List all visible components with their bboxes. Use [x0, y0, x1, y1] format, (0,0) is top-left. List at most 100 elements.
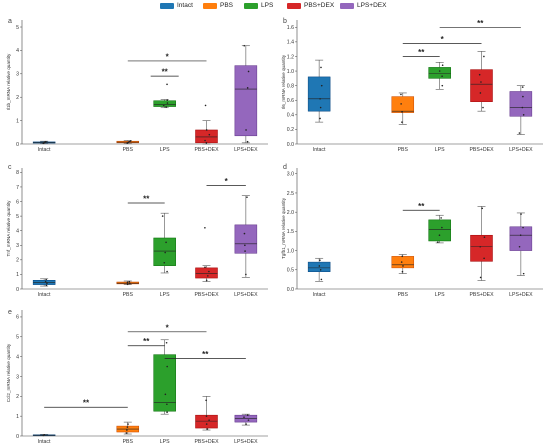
x-category-label: Intact: [38, 439, 51, 445]
box-lps: [428, 214, 451, 244]
data-point: [400, 93, 402, 96]
data-point: [518, 132, 521, 134]
data-point: [437, 241, 439, 243]
significance-label: **: [162, 68, 169, 77]
data-point: [520, 213, 522, 215]
box-lps: [428, 62, 451, 90]
y-tick-label: 8: [16, 170, 19, 176]
y-tick-label: 4: [16, 354, 19, 360]
box-body: [509, 226, 533, 251]
y-tick-label: 4: [16, 48, 19, 54]
data-point: [128, 280, 131, 283]
significance-label: **: [143, 337, 150, 346]
significance-label: **: [477, 19, 484, 28]
box-body: [234, 65, 258, 137]
x-category-label: LPS: [435, 292, 445, 298]
y-tick-label: 1.4: [287, 40, 294, 46]
data-point: [401, 255, 404, 258]
data-point: [208, 133, 211, 136]
x-category-label: PBS+DEX: [194, 147, 219, 153]
data-point: [206, 428, 209, 430]
significance-label: *: [441, 35, 445, 44]
panel-a-il1b: a 0 1 2 3 4 5 Il1b_mRNA relative quantity Intact…: [6, 18, 268, 153]
y-tick-label: 1.2: [287, 54, 294, 60]
data-point: [243, 44, 246, 47]
data-point: [126, 283, 129, 286]
legend-label: Intact: [177, 2, 193, 9]
data-point: [320, 84, 323, 87]
data-point: [208, 270, 210, 273]
y-tick-label: 4: [16, 228, 19, 234]
panel-d-tgfb1: d 0.0 0.5 1.0 1.5 2.0 2.5 3.0 Tgfb1_mRNA relativ…: [281, 164, 543, 298]
box-body: [195, 267, 218, 279]
box-lps: [153, 339, 176, 415]
data-point: [244, 244, 246, 247]
legend-swatch: [340, 2, 354, 9]
data-point: [44, 280, 47, 283]
data-point: [245, 423, 247, 425]
box-body: [509, 91, 533, 117]
box-intact: [307, 59, 331, 123]
significance-label: *: [225, 177, 229, 186]
data-point: [319, 268, 322, 271]
data-point: [166, 365, 168, 368]
y-tick-label: 1.0: [287, 248, 294, 254]
y-tick-label: 6: [16, 199, 19, 205]
data-point: [519, 234, 522, 237]
box-pbs-dex: [195, 396, 218, 431]
panel-c-tnf: c 0 1 2 3 4 5 6 7 8 Tnf_mRNA relative quantity Inta…: [6, 164, 268, 298]
y-tick-label: 5: [16, 25, 19, 31]
data-point: [127, 423, 129, 425]
legend-item-pbs: PBS: [203, 2, 233, 9]
y-tick-label: 5: [16, 214, 19, 220]
data-point: [320, 66, 322, 69]
data-point: [478, 73, 481, 76]
legend-label: PBS+DEX: [304, 2, 335, 9]
y-tick-label: 1.6: [287, 25, 294, 31]
data-point: [246, 140, 249, 143]
significance-label: *: [166, 52, 170, 61]
x-category-label: PBS: [398, 292, 409, 298]
box-pbs: [391, 92, 415, 125]
data-point: [402, 265, 404, 267]
legend-swatch: [160, 2, 174, 9]
data-point: [483, 55, 485, 58]
data-point: [243, 232, 246, 235]
panel-b-il6: b 0.0 0.2 0.4 0.6 0.8 1.0 1.2 1.4 1.6 Il6_mRNA rel…: [281, 18, 543, 153]
box-lps-dex: [234, 195, 258, 278]
y-tick-label: 2.0: [287, 210, 294, 216]
x-category-label: Intact: [313, 292, 326, 298]
data-point: [126, 429, 128, 431]
legend: Intact PBS LPS PBS+DEX LPS+DEX: [0, 2, 550, 16]
y-tick-label: 0: [16, 142, 19, 148]
box-body: [307, 76, 331, 112]
data-point: [246, 87, 249, 89]
y-tick-label: 0.5: [287, 268, 294, 274]
data-point: [246, 414, 249, 416]
data-point: [438, 70, 441, 72]
data-point: [125, 432, 128, 434]
panel-letter: a: [8, 18, 12, 25]
data-point: [161, 215, 164, 217]
data-point: [247, 419, 250, 421]
data-point: [165, 341, 168, 344]
data-point: [479, 92, 482, 94]
box-pbs-dex: [195, 226, 218, 283]
y-tick-label: 1.5: [287, 229, 294, 235]
data-point: [247, 70, 250, 73]
data-point: [46, 282, 48, 284]
data-point: [320, 278, 323, 281]
y-tick-label: 7: [16, 185, 19, 191]
panel-e-ccl2: e 0 1 2 3 4 5 6 Ccl2_mRNA relative quantity Intac…: [6, 309, 268, 445]
x-category-label: LPS: [435, 147, 445, 153]
y-tick-label: 0.4: [287, 113, 294, 119]
y-tick-label: 6: [16, 315, 19, 321]
data-point: [208, 419, 210, 421]
box-pbs: [391, 254, 415, 274]
data-point: [243, 416, 245, 418]
y-tick-label: 3: [16, 243, 19, 249]
data-point: [479, 245, 481, 248]
box-body: [153, 237, 176, 266]
y-tick-label: 0.6: [287, 98, 294, 104]
significance-label: **: [418, 48, 425, 57]
